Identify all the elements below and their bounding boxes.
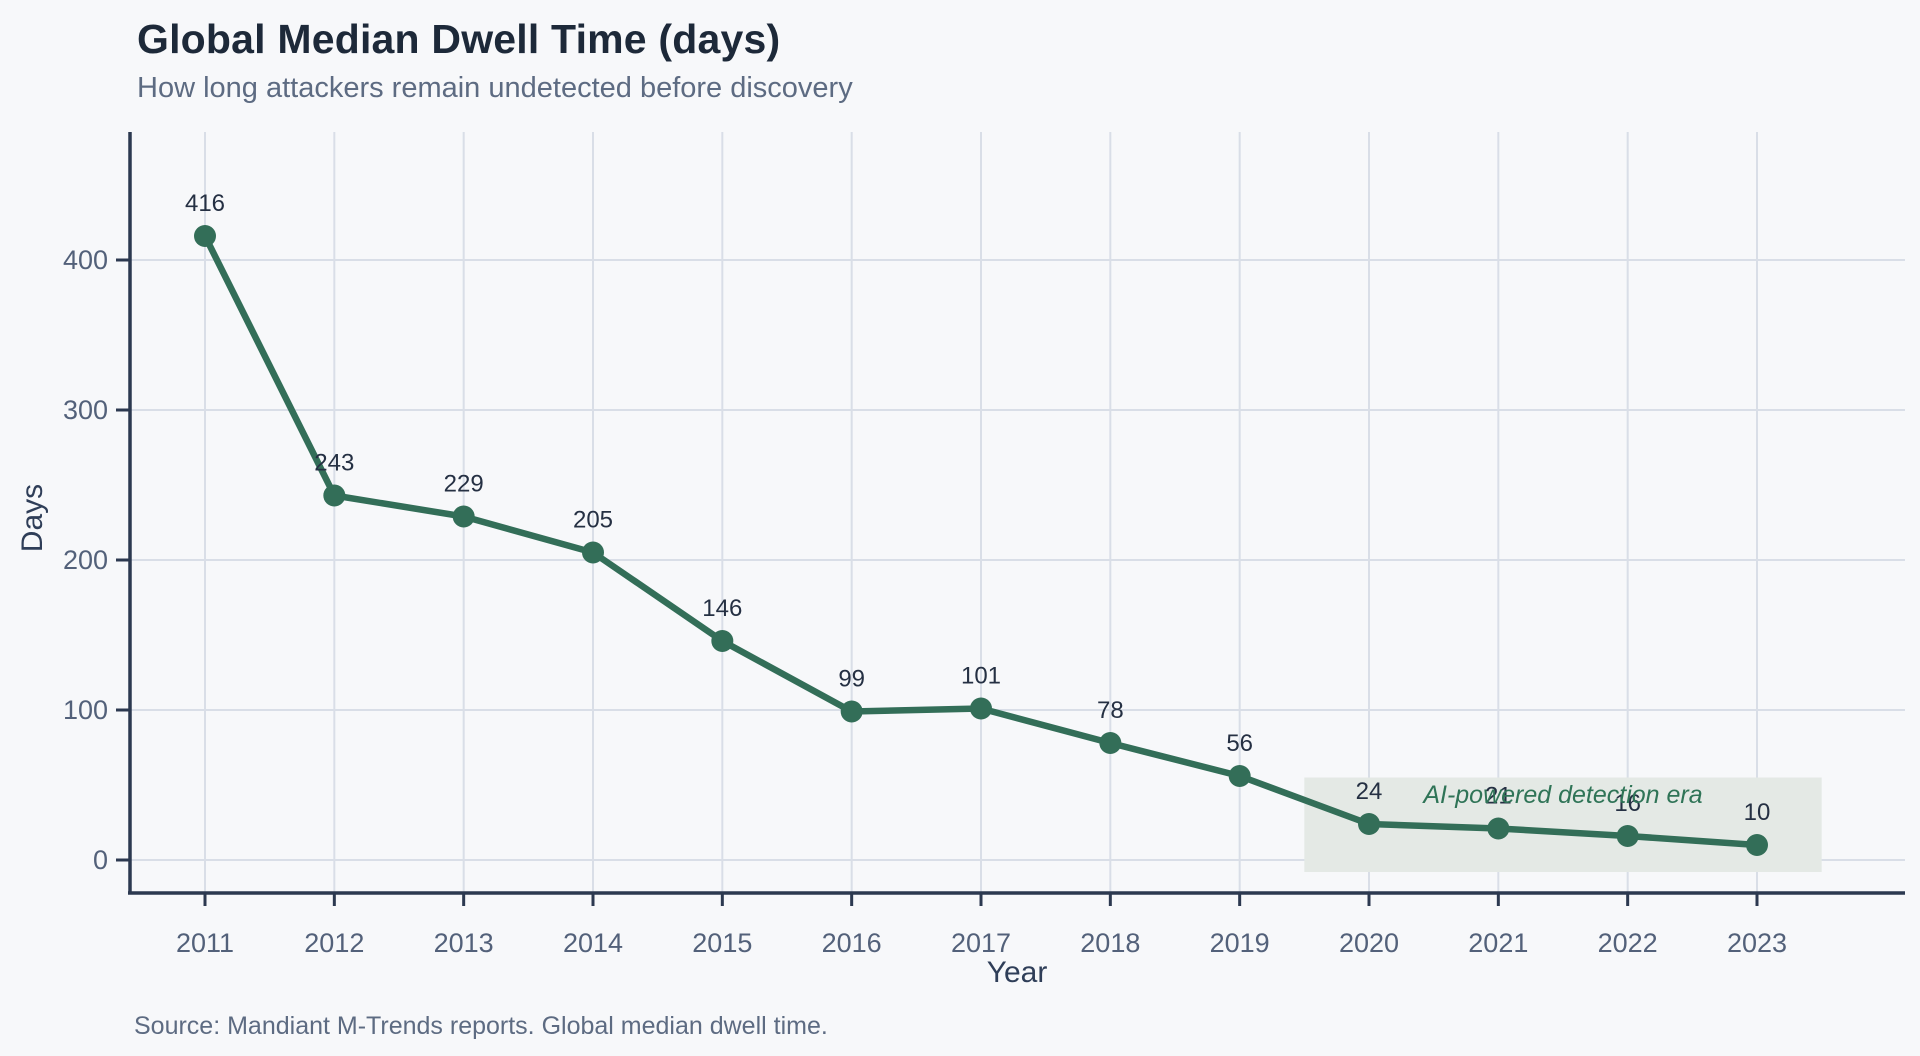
- data-point-marker: [323, 484, 346, 507]
- value-label: 416: [185, 190, 225, 217]
- value-label: 78: [1097, 697, 1124, 724]
- data-point-marker: [1616, 825, 1639, 847]
- x-axis-tick-label: 2021: [1468, 928, 1528, 958]
- data-point-marker: [840, 700, 863, 723]
- y-axis-tick-label: 400: [63, 245, 108, 275]
- value-label: 229: [444, 471, 484, 498]
- x-axis-tick-label: 2018: [1080, 928, 1140, 958]
- y-axis-tick-label: 300: [63, 395, 108, 425]
- value-label: 16: [1614, 790, 1641, 817]
- data-point-marker: [582, 541, 604, 564]
- y-axis-tick-label: 200: [63, 545, 108, 575]
- x-axis-tick-label: 2016: [822, 928, 882, 958]
- value-label: 24: [1356, 778, 1383, 805]
- y-axis-tick-label: 100: [63, 695, 108, 725]
- chart-subtitle: How long attackers remain undetected bef…: [137, 72, 853, 104]
- line-series-layer: [194, 225, 1768, 856]
- value-label: 146: [702, 595, 742, 622]
- data-point-marker: [1358, 813, 1380, 835]
- x-axis-tick-label: 2022: [1598, 928, 1658, 958]
- value-label: 205: [573, 507, 613, 534]
- data-point-marker: [1228, 765, 1251, 787]
- x-axis-tick-label: 2012: [304, 928, 364, 958]
- y-axis-tick-label: 0: [93, 845, 108, 875]
- value-label: 101: [961, 663, 1001, 690]
- source-caption: Source: Mandiant M-Trends reports. Globa…: [134, 1012, 828, 1040]
- data-point-marker: [970, 697, 992, 720]
- x-axis-tick-label: 2017: [951, 928, 1011, 958]
- data-point-marker: [1099, 732, 1122, 754]
- y-axis-title: Days: [16, 484, 49, 552]
- value-label: 243: [314, 450, 354, 477]
- x-axis-tick-label: 2019: [1210, 928, 1270, 958]
- data-point-marker: [452, 505, 475, 528]
- annotation-era-label: AI-powered detection era: [1421, 781, 1702, 809]
- x-axis-tick-label: 2011: [176, 928, 234, 958]
- x-axis-tick-label: 2015: [692, 928, 752, 958]
- gridlines-layer: [130, 132, 1905, 893]
- value-label: 56: [1226, 730, 1253, 757]
- chart-title: Global Median Dwell Time (days): [137, 16, 781, 62]
- value-labels-layer: 416 243 229 205 146 99 101 78 56 24 21 16 10: [185, 190, 1770, 826]
- x-axis-tick-label: 2013: [434, 928, 494, 958]
- x-axis-title: Year: [987, 956, 1048, 989]
- data-point-marker: [711, 630, 734, 652]
- value-label: 10: [1744, 799, 1771, 826]
- value-label: 99: [838, 666, 865, 693]
- x-axis-tick-label: 2023: [1727, 928, 1787, 958]
- axes-layer: 0 100 200 300 400 2011 2012 2013 2014 2015 2016 201…: [63, 132, 1905, 958]
- data-point-marker: [194, 225, 216, 247]
- data-point-marker: [1487, 817, 1510, 840]
- value-label: 21: [1485, 783, 1512, 810]
- x-axis-tick-label: 2020: [1339, 928, 1399, 958]
- x-axis-tick-label: 2014: [563, 928, 623, 958]
- data-point-marker: [1746, 834, 1768, 856]
